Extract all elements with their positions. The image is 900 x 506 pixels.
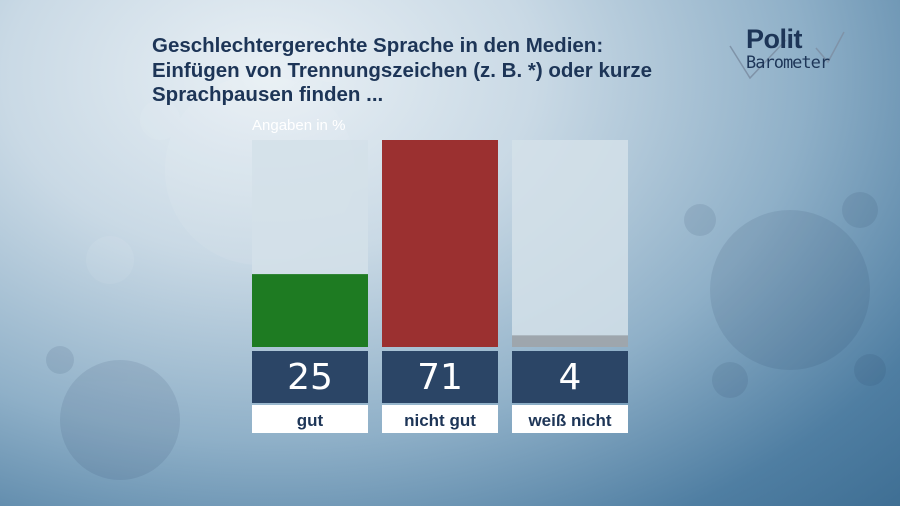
bar-1-value-box <box>252 351 368 403</box>
logo-line-polit: Polit <box>746 24 803 54</box>
bar-3-value-label: 4 <box>559 357 582 398</box>
logo-line-barometer: Barometer <box>746 53 830 73</box>
bar-1-value-label: 25 <box>287 357 333 398</box>
bar-2-category-label: nicht gut <box>404 411 476 430</box>
unit-label: Angaben in % <box>252 117 346 134</box>
checkmark-icon <box>729 31 845 80</box>
bar-3-value-box <box>512 351 628 403</box>
bar-1-category-label: gut <box>297 411 324 430</box>
bar-1-category-box <box>252 405 368 433</box>
bar-3-category-label: weiß nicht <box>527 411 611 430</box>
bar-2-value-label: 71 <box>417 357 463 398</box>
chart-title: Geschlechtergerechte Sprache in den Medi… <box>152 34 732 108</box>
bar-3-category-box <box>512 405 628 433</box>
title-line-1: Geschlechtergerechte Sprache in den Medi… <box>152 34 604 57</box>
bar-3-track <box>512 140 628 347</box>
bar-2-value-box <box>382 351 498 403</box>
bar-3 <box>512 335 628 347</box>
bar-1 <box>252 274 368 347</box>
title-line-2: Einfügen von Trennungszeichen (z. B. *) … <box>152 58 653 82</box>
title-line-3: Sprachpausen finden ... <box>152 83 384 106</box>
bar-2-category-box <box>382 405 498 433</box>
bar-2 <box>382 140 498 347</box>
politbarometer-logo: Polit Barometer <box>728 22 858 84</box>
